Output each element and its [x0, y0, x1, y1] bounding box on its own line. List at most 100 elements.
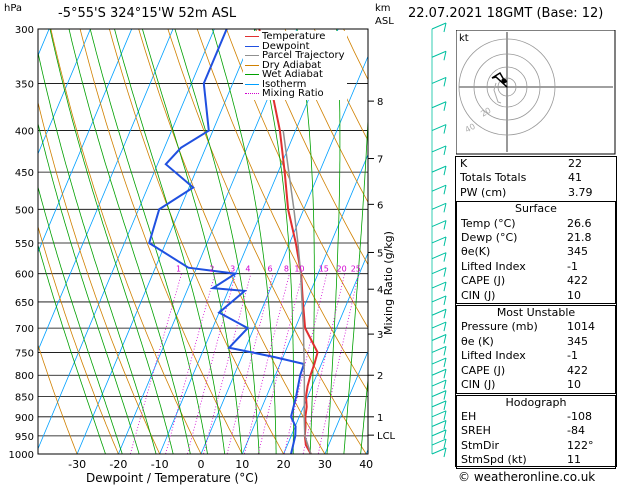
index-label: CAPE (J): [461, 274, 506, 288]
index-value: 422: [567, 274, 588, 288]
pressure-tick-label: 750: [15, 348, 34, 359]
wind-barb: [431, 220, 447, 230]
km-tick-label: 4: [377, 285, 383, 296]
wind-barb: [431, 145, 447, 156]
wind-barb: [431, 321, 447, 332]
pressure-tick-label: 450: [15, 168, 34, 179]
index-label: SREH: [461, 424, 491, 438]
pressure-tick-label: 550: [15, 239, 34, 250]
wet-adiabat: [68, 29, 191, 454]
mixing-ratio-label: 4: [245, 265, 250, 274]
index-label: Temp (°C): [461, 216, 516, 230]
km-tick-label: 5: [377, 248, 383, 259]
dewpoint-trace: [148, 29, 306, 454]
wind-barb: [431, 429, 447, 440]
pressure-tick-label: 800: [15, 371, 34, 382]
temperature-tick-label: 10: [235, 458, 249, 471]
isotherm: [241, 153, 368, 454]
wind-barb: [431, 357, 447, 368]
wind-barb: [431, 410, 447, 420]
index-row: CAPE (J) 422: [457, 274, 615, 288]
index-value: -84: [567, 424, 585, 438]
legend-entry: Temperature: [245, 32, 345, 42]
wet-adiabat: [360, 375, 368, 454]
isotherm: [38, 29, 50, 57]
index-row: SREH -84: [457, 424, 615, 438]
index-label: EH: [461, 409, 477, 423]
pressure-tick-label: 1000: [9, 450, 34, 461]
temperature-tick-label: -10: [151, 458, 169, 471]
wind-barb: [431, 22, 447, 33]
index-label: K: [460, 157, 468, 170]
mixing-ratio-label: 8: [284, 265, 289, 274]
wet-adiabat: [89, 29, 208, 454]
mixing-ratio-label: 15: [319, 265, 329, 274]
temperature-tick-label: -30: [68, 458, 86, 471]
index-value: 21.8: [567, 231, 592, 245]
wind-barb: [431, 420, 447, 430]
wind-barb: [431, 165, 447, 176]
isotherm: [38, 29, 91, 155]
index-row: θe(K) 345: [457, 245, 615, 259]
index-row: θe (K) 345: [457, 335, 615, 349]
legend-label: Parcel Trajectory: [262, 50, 345, 61]
pressure-tick-label: 600: [15, 270, 34, 281]
dry-adiabat: [79, 29, 243, 454]
wet-adiabat: [38, 121, 140, 454]
mixing-ratio-line: [129, 273, 182, 454]
pressure-tick-label: 650: [15, 298, 34, 309]
parcel-trajectory-trace: [282, 130, 312, 454]
wet-adiabat: [174, 29, 260, 454]
index-value: 3.79: [568, 185, 593, 199]
pressure-tick-label: 500: [15, 205, 34, 216]
index-value: 122°: [567, 438, 594, 452]
index-row: Dewp (°C) 21.8: [457, 231, 615, 245]
isotherm: [38, 29, 133, 254]
wind-barb: [431, 281, 447, 292]
mixing-ratio-line: [257, 273, 303, 454]
index-label: CIN (J): [461, 378, 496, 392]
index-value: 422: [567, 363, 588, 377]
x-axis-title: Dewpoint / Temperature (°C): [86, 471, 259, 485]
pressure-tick-label: 300: [15, 25, 34, 36]
wind-barb: [431, 236, 447, 247]
pressure-tick-label: 400: [15, 127, 34, 138]
mixing-ratio-line: [243, 273, 290, 454]
index-value: 10: [567, 378, 581, 392]
wind-barb: [431, 334, 447, 344]
pressure-tick-label: 900: [15, 413, 34, 424]
index-row: PW (cm) 3.79: [456, 186, 616, 200]
index-row: Lifted Index -1: [457, 260, 615, 274]
index-row: Lifted Index -1: [457, 349, 615, 363]
legend-entry: Parcel Trajectory: [245, 51, 345, 61]
isotherm: [38, 29, 215, 450]
mixing-ratio-line: [203, 273, 252, 454]
wind-barb: [431, 267, 447, 277]
dry-adiabat: [284, 29, 368, 204]
wet-adiabat: [211, 29, 277, 454]
temperature-tick-label: 0: [198, 458, 205, 471]
wind-barb: [431, 379, 447, 390]
temperature-trace: [258, 29, 319, 454]
wind-barb: [431, 438, 447, 449]
mixing-ratio-label: 1: [176, 265, 181, 274]
legend-label: Mixing Ratio: [262, 88, 324, 99]
temperature-tick-label: 30: [318, 458, 332, 471]
legend-swatch: [245, 83, 259, 85]
mixing-ratio-line: [226, 273, 274, 454]
isotherm: [200, 55, 368, 454]
dry-adiabat: [196, 29, 368, 393]
km-tick-label: 3: [377, 330, 383, 341]
index-value: 11: [567, 453, 581, 467]
legend-label: Wet Adiabat: [262, 69, 323, 80]
pressure-tick-label: 950: [15, 432, 34, 443]
wet-adiabat: [38, 185, 123, 454]
km-tick-label: 2: [377, 371, 383, 382]
pressure-tick-label: 700: [15, 324, 34, 335]
most-unstable-section-title: Most Unstable: [496, 306, 576, 320]
dry-adiabat: [50, 29, 202, 454]
wet-adiabat: [38, 50, 157, 454]
index-label: θe (K): [461, 334, 494, 348]
indices-table: K 22 Totals Totals 41 PW (cm) 3.79 Surface Te…: [455, 156, 617, 469]
